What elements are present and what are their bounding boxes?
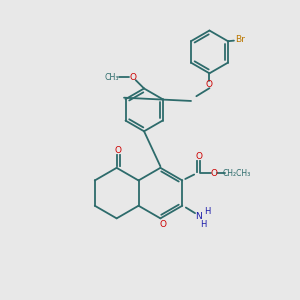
- Text: O: O: [159, 220, 166, 230]
- Text: Br: Br: [236, 35, 245, 44]
- Text: O: O: [195, 152, 202, 160]
- Text: O: O: [129, 73, 136, 82]
- Text: N: N: [195, 212, 202, 220]
- Text: O: O: [206, 80, 213, 89]
- Text: O: O: [115, 146, 122, 155]
- Text: CH₂CH₃: CH₂CH₃: [222, 169, 250, 178]
- Text: H: H: [200, 220, 206, 229]
- Text: CH₃: CH₃: [104, 73, 118, 82]
- Text: O: O: [211, 169, 218, 178]
- Text: H: H: [204, 207, 210, 216]
